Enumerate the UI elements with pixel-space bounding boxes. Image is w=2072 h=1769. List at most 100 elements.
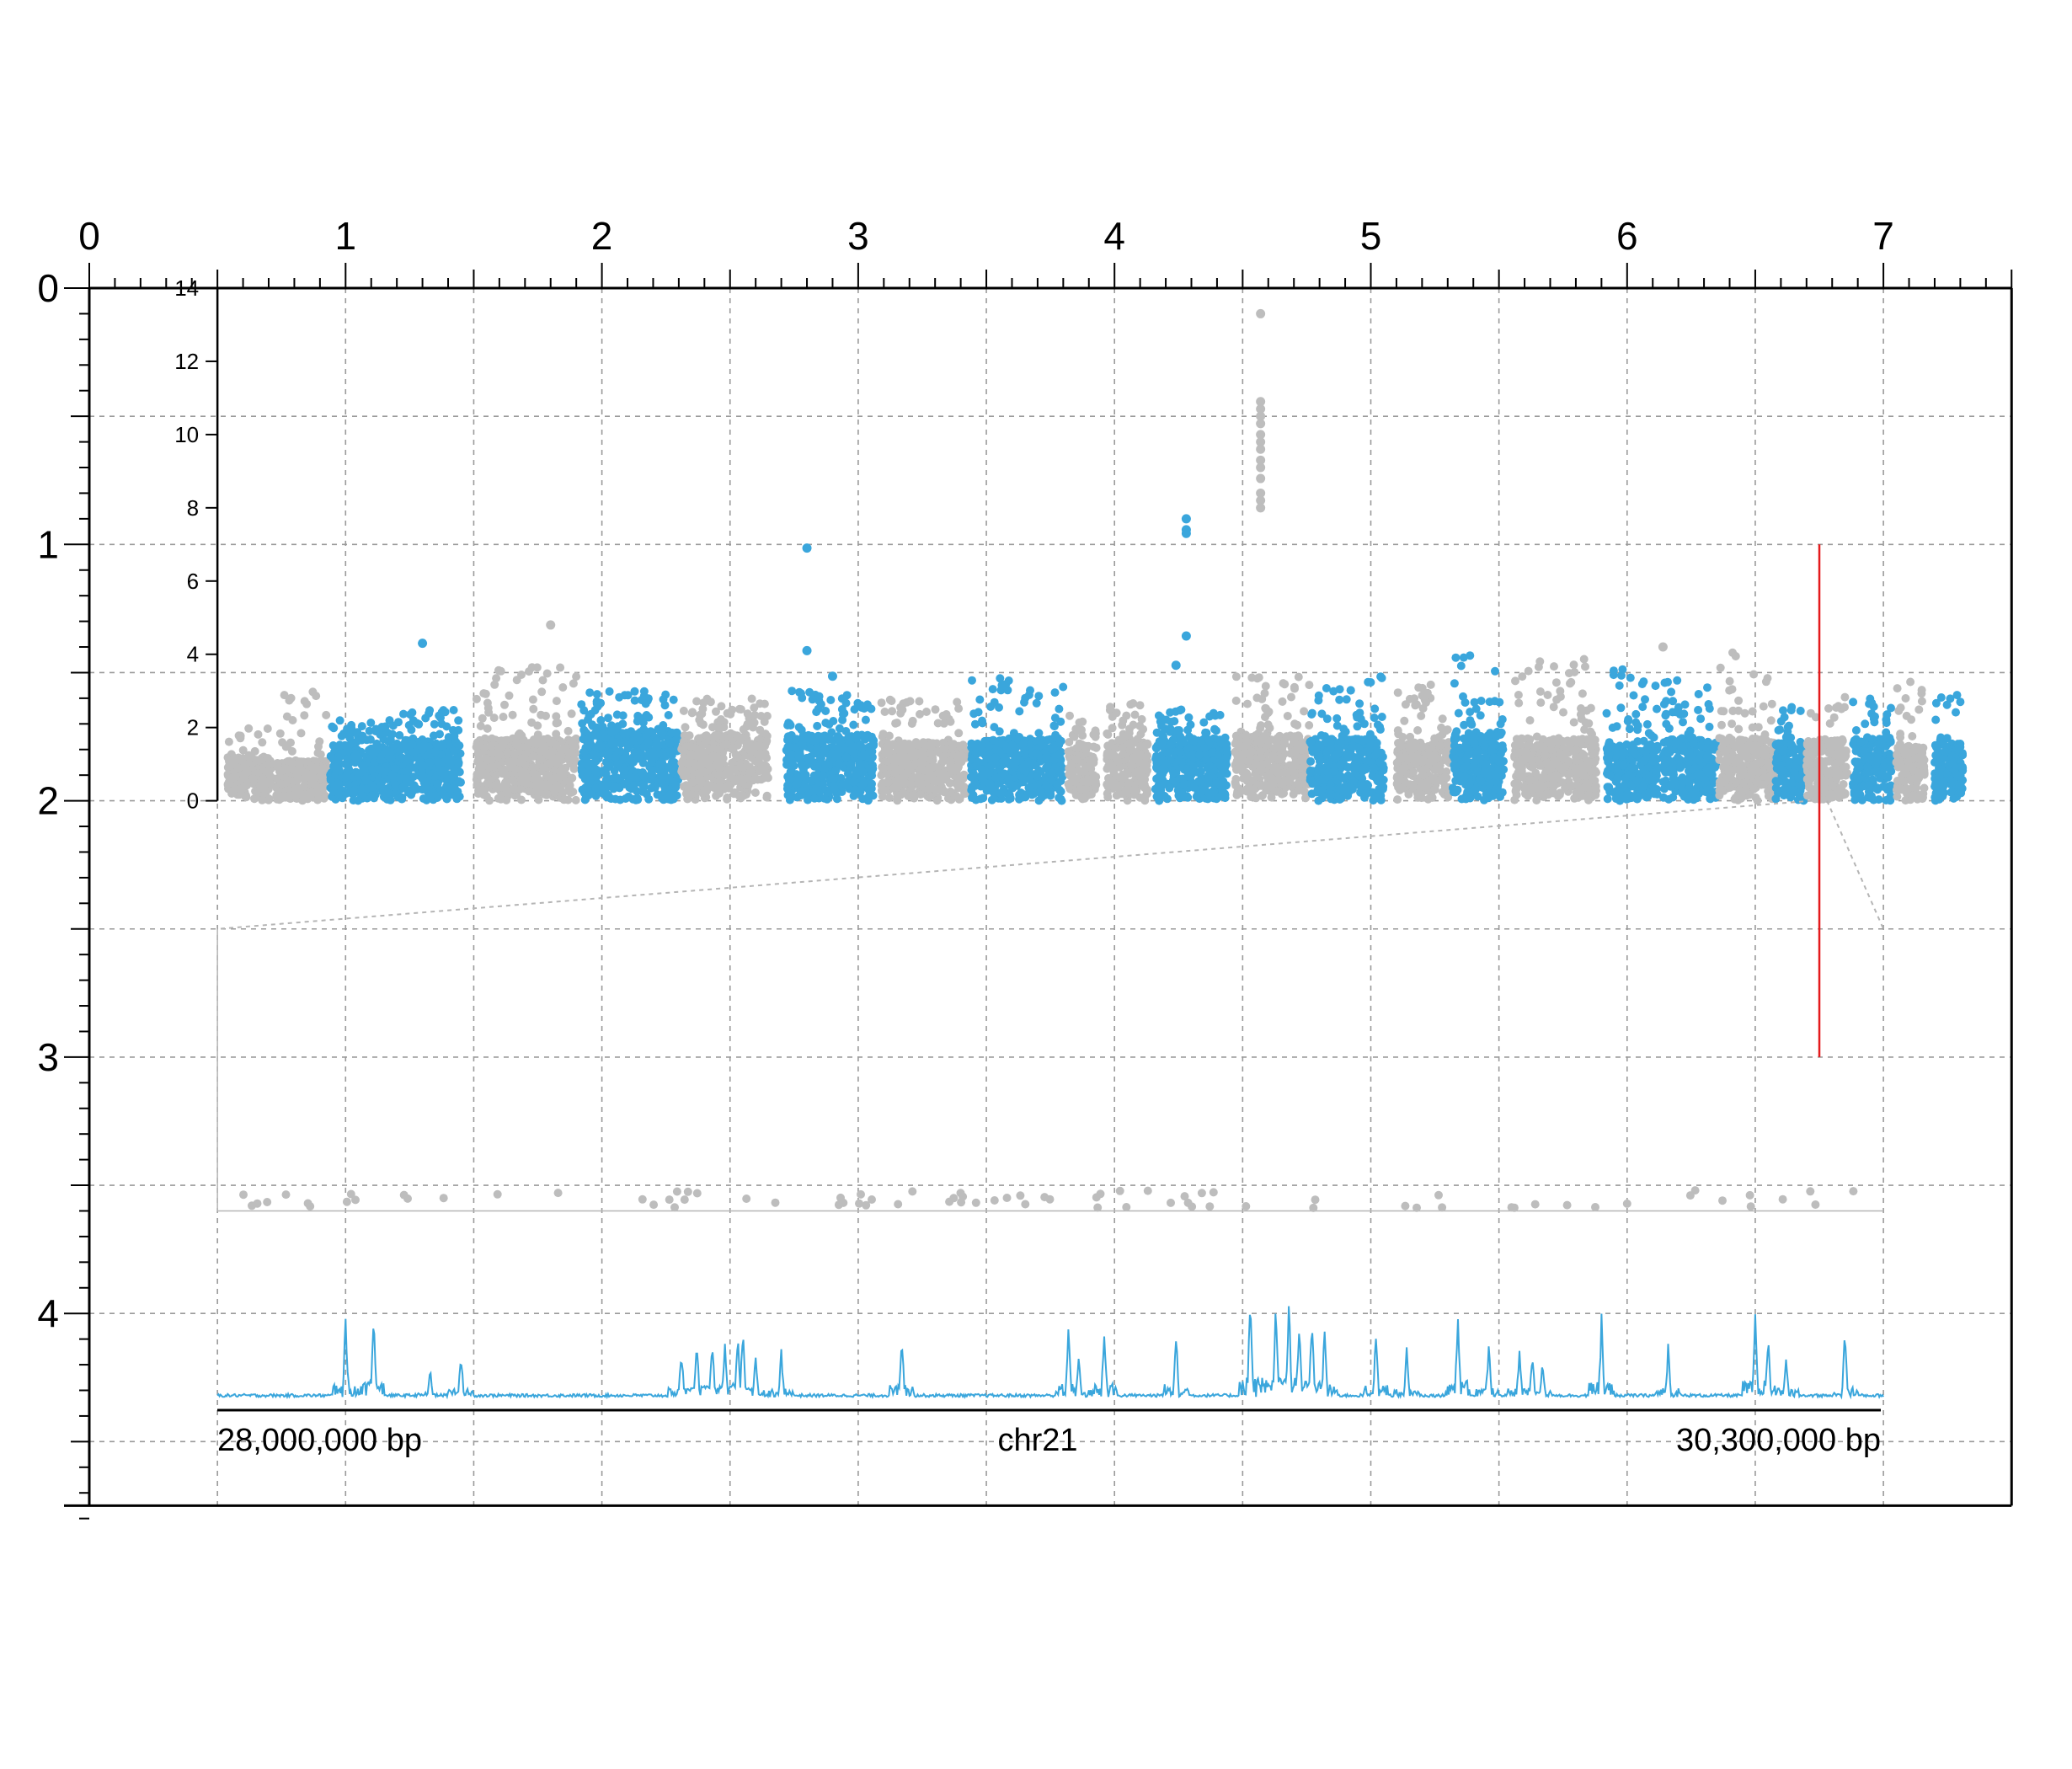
manhattan-point — [985, 779, 995, 788]
manhattan-point — [783, 732, 793, 741]
manhattan-point — [723, 794, 732, 804]
manhattan-y-tick-label: 14 — [174, 275, 199, 301]
manhattan-point — [1086, 756, 1095, 765]
manhattan-point — [230, 784, 239, 794]
manhattan-point — [1034, 766, 1044, 775]
manhattan-point — [1034, 729, 1044, 738]
manhattan-point — [665, 739, 675, 748]
manhattan-point — [505, 691, 514, 700]
manhattan-point — [579, 725, 589, 735]
manhattan-point — [425, 758, 435, 767]
manhattan-point — [570, 740, 579, 750]
manhattan-point — [793, 775, 802, 784]
manhattan-point — [980, 770, 989, 779]
manhattan-point — [1006, 794, 1015, 803]
manhattan-point — [1055, 704, 1064, 713]
manhattan-point — [409, 748, 419, 757]
manhattan-point — [740, 791, 749, 800]
manhattan-point — [565, 748, 574, 757]
manhattan-point — [454, 716, 463, 725]
manhattan-point — [343, 767, 352, 776]
manhattan-point — [829, 717, 838, 725]
manhattan-point — [1032, 749, 1041, 758]
manhattan-point — [362, 784, 371, 794]
manhattan-point — [542, 789, 551, 799]
manhattan-point — [508, 776, 517, 785]
manhattan-point — [1176, 732, 1185, 741]
manhattan-point — [878, 792, 887, 801]
manhattan-point — [735, 704, 744, 713]
manhattan-point — [554, 754, 563, 763]
manhattan-point — [399, 709, 408, 719]
manhattan-point — [794, 723, 804, 732]
manhattan-point — [858, 767, 868, 776]
manhattan-point — [430, 747, 440, 756]
manhattan-y-tick-label: 2 — [187, 715, 199, 740]
manhattan-point — [529, 704, 538, 713]
manhattan-point — [349, 786, 358, 795]
manhattan-point — [528, 695, 537, 704]
manhattan-point — [366, 719, 376, 727]
manhattan-point — [841, 752, 851, 762]
manhattan-point — [433, 756, 442, 766]
manhattan-point — [451, 768, 460, 778]
manhattan-point — [969, 772, 978, 782]
manhattan-point — [879, 764, 889, 773]
manhattan-point — [426, 791, 435, 800]
manhattan-point — [612, 773, 622, 783]
manhattan-point — [242, 791, 250, 800]
manhattan-point — [592, 699, 601, 708]
manhattan-point — [244, 724, 254, 733]
manhattan-point — [489, 762, 499, 771]
manhattan-point — [655, 760, 665, 768]
manhattan-point — [1104, 774, 1113, 783]
manhattan-point — [1071, 724, 1081, 734]
manhattan-point — [292, 776, 302, 785]
manhattan-point — [1092, 743, 1101, 752]
manhattan-point — [335, 740, 344, 750]
manhattan-point — [585, 688, 595, 697]
manhattan-point — [968, 676, 976, 685]
manhattan-point — [1103, 749, 1112, 758]
manhattan-point — [1161, 759, 1171, 768]
manhattan-point — [1018, 740, 1028, 749]
manhattan-point — [558, 683, 568, 692]
manhattan-point — [939, 719, 948, 728]
manhattan-point — [869, 739, 878, 748]
manhattan-point — [850, 705, 859, 714]
manhattan-point — [620, 765, 629, 774]
manhattan-point — [952, 792, 961, 800]
manhattan-point — [686, 742, 695, 751]
manhattan-point — [1215, 735, 1225, 745]
manhattan-point — [1175, 747, 1184, 756]
manhattan-point — [430, 719, 439, 729]
manhattan-point — [1065, 738, 1074, 746]
manhattan-point — [906, 779, 916, 788]
manhattan-point — [564, 783, 574, 793]
manhattan-point — [605, 687, 614, 696]
manhattan-point — [1091, 732, 1100, 741]
manhattan-point — [658, 729, 667, 738]
manhattan-point — [1166, 708, 1175, 717]
manhattan-point — [258, 795, 267, 804]
manhattan-point — [702, 780, 712, 789]
manhattan-point — [534, 795, 543, 804]
manhattan-point — [948, 743, 957, 751]
manhattan-point — [533, 721, 542, 730]
manhattan-point — [796, 787, 805, 796]
manhattan-point — [538, 676, 547, 685]
manhattan-point — [915, 697, 924, 706]
manhattan-point — [843, 769, 852, 778]
manhattan-point — [1210, 711, 1220, 720]
manhattan-point — [548, 747, 558, 756]
manhattan-point — [866, 779, 875, 788]
manhattan-point — [503, 748, 512, 757]
manhattan-point — [1278, 697, 1287, 706]
manhattan-point — [367, 747, 376, 756]
manhattan-point — [786, 793, 795, 802]
manhattan-point — [797, 689, 805, 698]
manhattan-point — [846, 760, 856, 768]
manhattan-point — [783, 781, 793, 790]
manhattan-point — [887, 754, 896, 763]
manhattan-point — [264, 795, 273, 804]
